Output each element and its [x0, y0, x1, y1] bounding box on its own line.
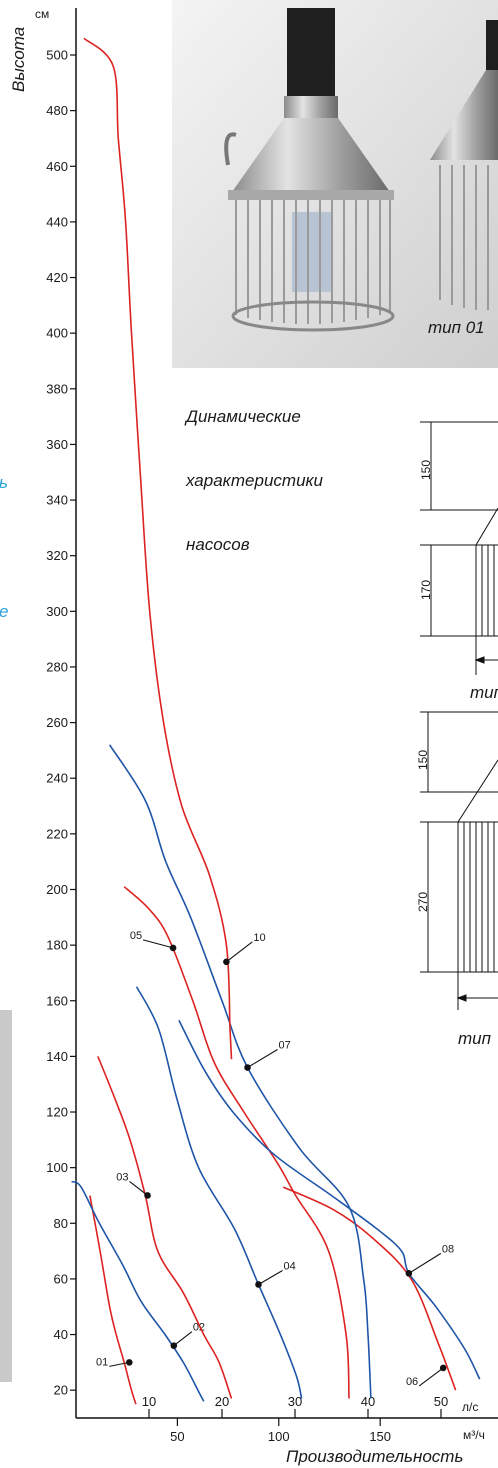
cut-text-a: ь — [0, 473, 8, 492]
y-tick-label: 220 — [46, 826, 68, 841]
y-tick-label: 120 — [46, 1105, 68, 1120]
y-tick-label: 80 — [54, 1216, 68, 1231]
series-leader-05 — [142, 939, 174, 949]
y-axis-title: Высота — [9, 27, 28, 92]
dim-bottom-a: 150 — [416, 750, 430, 770]
series-label-01: 01 — [96, 1356, 108, 1368]
x-tick-label: 10 — [142, 1394, 156, 1409]
y-tick-label: 180 — [46, 938, 68, 953]
series-leader-08 — [408, 1252, 442, 1274]
x-unit-primary: л/с — [462, 1400, 478, 1414]
x-tick-label: 30 — [288, 1394, 302, 1409]
series-leader-02 — [173, 1331, 193, 1347]
x-unit-secondary: м³/ч — [463, 1428, 485, 1442]
series-label-08: 08 — [442, 1243, 454, 1255]
series-leader-03 — [129, 1181, 148, 1196]
y-tick-label: 60 — [54, 1271, 68, 1286]
y-unit: см — [35, 7, 49, 21]
photo-caption: тип 01 — [428, 318, 485, 337]
series-line-08 — [178, 1019, 481, 1380]
heading-line-2: характеристики — [185, 471, 324, 490]
series-label-03: 03 — [116, 1171, 128, 1183]
y-tick-label: 280 — [46, 659, 68, 674]
series-line-06 — [282, 1186, 457, 1391]
y-tick-label: 160 — [46, 993, 68, 1008]
y-tick-label: 20 — [54, 1383, 68, 1398]
series-line-05 — [123, 886, 350, 1399]
dim-top-b: 170 — [419, 580, 433, 600]
series-marker-01 — [125, 1359, 133, 1366]
series-line-02 — [71, 1180, 205, 1402]
technical-drawing-bottom — [420, 711, 498, 1010]
series-label-05: 05 — [130, 930, 142, 942]
y-tick-label: 40 — [54, 1327, 68, 1342]
y-tick-label: 380 — [46, 381, 68, 396]
pump-left-image — [224, 8, 395, 332]
series-line-07 — [108, 744, 372, 1399]
x-axis-title: Производительность — [286, 1447, 463, 1466]
y-tick-label: 340 — [46, 493, 68, 508]
y-tick-label: 460 — [46, 159, 68, 174]
y-tick-label: 480 — [46, 103, 68, 118]
left-image-strip — [0, 1010, 12, 1382]
series-leader-10 — [226, 941, 253, 963]
heading-line-3: насосов — [186, 535, 250, 554]
y-tick-label: 200 — [46, 882, 68, 897]
series-line-01 — [89, 1195, 137, 1405]
y-tick-label: 240 — [46, 771, 68, 786]
y-tick-label: 500 — [46, 48, 68, 63]
x2-tick-label: 50 — [170, 1429, 184, 1444]
x-tick-label: 50 — [434, 1394, 448, 1409]
x-ticks: 10 20 30 40 50 50 100 150 — [142, 1394, 448, 1444]
series-label-06: 06 — [406, 1376, 418, 1388]
y-tick-label: 400 — [46, 326, 68, 341]
x-tick-label: 40 — [361, 1394, 375, 1409]
series-label-10: 10 — [253, 932, 265, 944]
dim-bottom-b: 270 — [416, 892, 430, 912]
series-line-10 — [83, 37, 233, 1060]
series-label-04: 04 — [284, 1260, 296, 1272]
series-line-03 — [97, 1056, 233, 1399]
series-leader-06 — [418, 1367, 444, 1387]
y-tick-label: 420 — [46, 270, 68, 285]
series-leader-01 — [109, 1361, 130, 1367]
pump-right-image — [430, 20, 498, 310]
x-tick-label: 20 — [215, 1394, 229, 1409]
x2-tick-label: 150 — [369, 1429, 391, 1444]
series-line-04 — [135, 986, 303, 1399]
dim-top-a: 150 — [419, 460, 433, 480]
y-tick-label: 260 — [46, 715, 68, 730]
heading-line-1: Динамические — [184, 407, 301, 426]
series-leader-07 — [247, 1049, 278, 1068]
drawing-bottom-caption: тип — [458, 1029, 492, 1048]
technical-drawing-top — [420, 421, 498, 675]
y-tick-label: 360 — [46, 437, 68, 452]
cut-text-b: е — [0, 602, 8, 621]
y-ticks: 20 40 60 80 100 120 140 160 180 200 220 240 260 280 30… — [46, 48, 76, 1398]
drawing-top-caption: тип — [470, 683, 498, 702]
y-tick-label: 320 — [46, 548, 68, 563]
y-tick-label: 300 — [46, 604, 68, 619]
x2-tick-label: 100 — [268, 1429, 290, 1444]
series-leader-04 — [258, 1270, 283, 1285]
y-tick-label: 100 — [46, 1160, 68, 1175]
series-label-07: 07 — [279, 1040, 291, 1052]
product-photo: тип 01 — [172, 0, 498, 368]
y-tick-label: 140 — [46, 1049, 68, 1064]
y-tick-label: 440 — [46, 214, 68, 229]
